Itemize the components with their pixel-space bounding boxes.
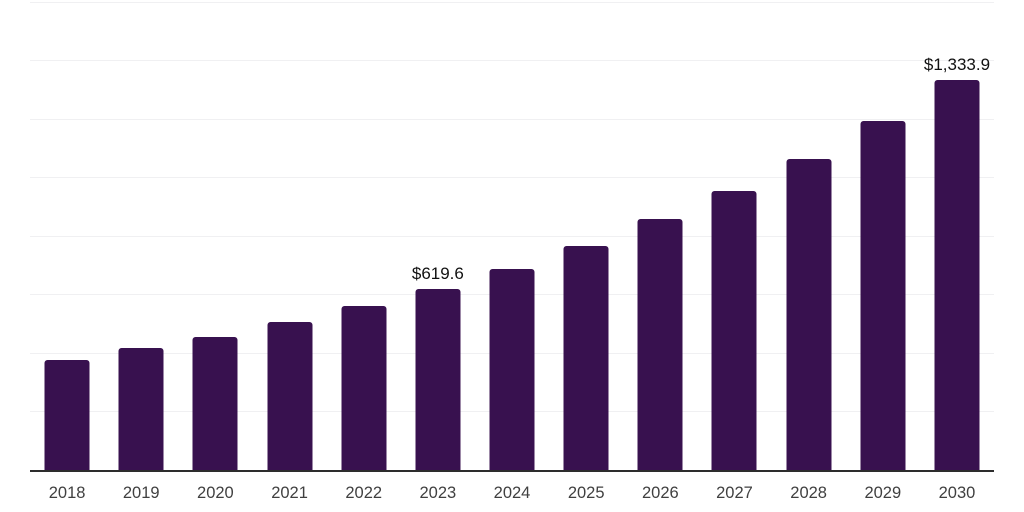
bar-2029: [860, 121, 906, 471]
bar-2019: [118, 348, 164, 471]
bar-band-2025: [549, 2, 623, 471]
bar-2018: [44, 360, 90, 471]
x-tick-2028: 2028: [790, 484, 827, 502]
bar-band-2030: $1,333.9: [920, 2, 994, 471]
bar-band-2026: [623, 2, 697, 471]
bar-2028: [786, 159, 832, 471]
bar-band-2029: [846, 2, 920, 471]
x-tick-2019: 2019: [122, 484, 160, 502]
x-axis-line: [30, 469, 994, 472]
bar-band-2024: [475, 2, 549, 471]
bar-2027: [711, 190, 757, 471]
x-tick-2023: 2023: [419, 484, 457, 502]
gridline-1200: [30, 118, 994, 120]
bar-band-2022: [327, 2, 401, 471]
gridline-1400: [30, 60, 994, 62]
bar-band-2018: [30, 2, 104, 471]
plot-area: $619.6 $1,333.9: [30, 1, 994, 472]
x-tick-2027: 2027: [716, 484, 753, 502]
gridline-800: [30, 235, 994, 237]
x-tick-2030: 2030: [938, 484, 976, 502]
gridline-1600: [30, 1, 994, 3]
bar-band-2021: [252, 2, 326, 471]
bar-series: $619.6 $1,333.9: [30, 2, 994, 471]
x-tick-2025: 2025: [567, 484, 605, 502]
bar-band-2019: [104, 2, 178, 471]
x-tick-2024: 2024: [493, 484, 531, 502]
data-label-2023: $619.6: [411, 264, 464, 284]
bar-2020: [192, 337, 238, 471]
bar-band-2023: $619.6: [401, 2, 475, 471]
x-tick-2029: 2029: [864, 484, 902, 502]
x-tick-2021: 2021: [271, 484, 308, 502]
x-tick-2018: 2018: [48, 484, 86, 502]
bar-band-2020: [178, 2, 252, 471]
x-axis-tick-labels: 2018 2019 2020 2021 2022 2023 2024 2025 2026 2027…: [30, 484, 994, 503]
x-tick-2026: 2026: [641, 484, 679, 502]
x-tick-2020: 2020: [197, 484, 234, 502]
bar-2022: [341, 306, 387, 471]
bar-band-2028: [772, 2, 846, 471]
bar-2023: [415, 289, 461, 471]
bar-2030: [934, 79, 980, 471]
bar-2025: [563, 246, 609, 471]
bar-2021: [267, 322, 313, 471]
x-tick-2022: 2022: [345, 484, 383, 502]
gridline-1000: [30, 177, 994, 179]
bar-2024: [489, 269, 535, 471]
bar-band-2027: [697, 2, 771, 471]
bar-2026: [637, 219, 683, 471]
data-label-2030: $1,333.9: [923, 54, 991, 74]
